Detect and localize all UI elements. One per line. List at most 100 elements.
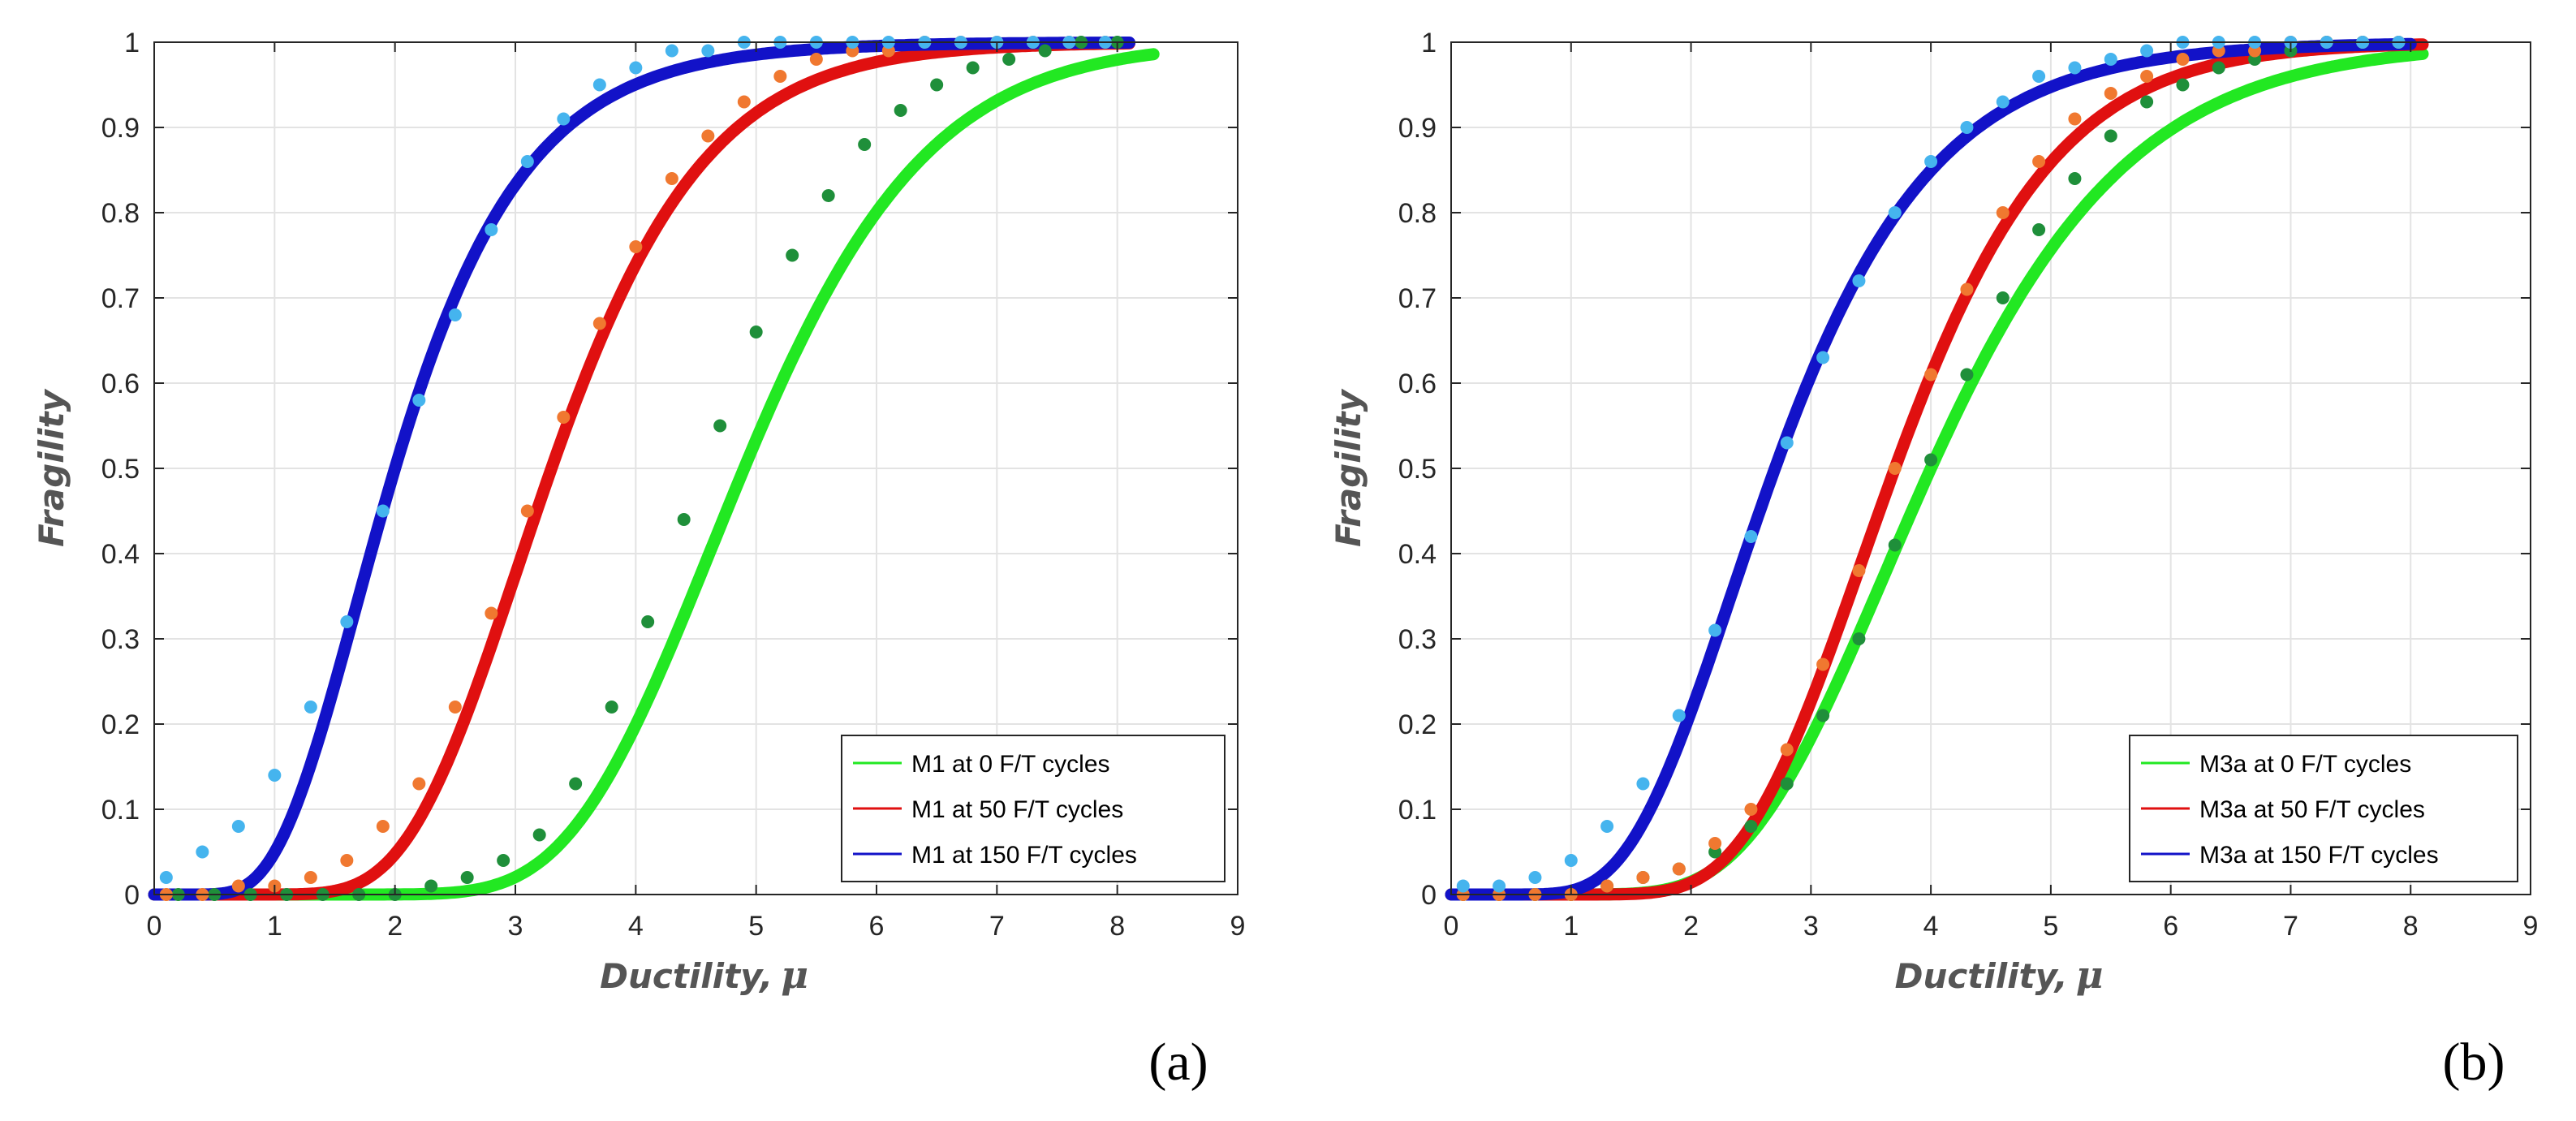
x-axis-label-symbol: μ (2076, 953, 2104, 997)
legend-label-1: M1 at 50 F/T cycles (911, 796, 1123, 823)
data-point (2104, 87, 2117, 100)
y-tick-label: 0 (124, 880, 140, 911)
data-point (821, 189, 835, 202)
y-tick-label: 0.3 (1398, 624, 1437, 655)
data-point (448, 308, 462, 321)
data-point (1996, 95, 2010, 109)
data-point (1780, 743, 1794, 757)
data-point (1852, 274, 1866, 287)
legend-label-0: M1 at 0 F/T cycles (911, 751, 1110, 778)
chart-panel-a: 0 1 2 3 4 5 6 7 8 9 0 0.1 0.2 0.3 0.4 0.5 0.6 0.7 0.8 0.9 1 D… (32, 28, 1245, 1092)
y-tick-label: 0.2 (1398, 709, 1437, 740)
legend: M3a at 0 F/T cycles M3a at 50 F/T cycles M… (2129, 735, 2518, 882)
data-point (1888, 538, 1902, 552)
data-point (592, 78, 606, 92)
data-point (665, 172, 678, 185)
data-point (569, 777, 583, 791)
data-point (231, 879, 245, 893)
data-point (2104, 53, 2117, 66)
data-point (1780, 777, 1794, 791)
data-point (1996, 206, 2010, 219)
y-tick-label: 0.4 (101, 539, 140, 570)
y-tick-label: 1 (1421, 28, 1437, 58)
legend-box (841, 735, 1226, 882)
y-tick-label: 0.1 (101, 795, 140, 826)
data-point (1852, 632, 1866, 645)
y-tick-label: 1 (124, 28, 140, 58)
panel-label: (b) (2443, 1033, 2505, 1092)
data-point (1038, 44, 1052, 58)
data-point (304, 701, 317, 714)
y-tick-label: 0.7 (1398, 283, 1437, 314)
legend-label-0: M3a at 0 F/T cycles (2199, 751, 2411, 778)
legend-label-1: M3a at 50 F/T cycles (2199, 796, 2425, 823)
x-tick-label: 2 (1683, 911, 1699, 942)
y-tick-label: 0.1 (1398, 795, 1437, 826)
data-point (2032, 155, 2046, 168)
data-point (196, 845, 209, 859)
x-tick-label: 6 (2163, 911, 2178, 942)
y-tick-label: 0.6 (1398, 369, 1437, 399)
data-point (1744, 530, 1758, 543)
panel-label: (a) (1148, 1033, 1208, 1092)
data-point (1564, 854, 1578, 867)
data-point (1960, 282, 1974, 296)
x-tick-label: 3 (1803, 911, 1819, 942)
data-point (1708, 623, 1722, 637)
y-tick-label: 0.5 (1398, 454, 1437, 485)
legend-box (2129, 735, 2518, 882)
data-point (520, 155, 534, 168)
data-point (1888, 462, 1902, 475)
data-point (1600, 820, 1614, 833)
data-point (894, 104, 907, 117)
data-point (1780, 436, 1794, 450)
x-tick-label: 7 (2283, 911, 2298, 942)
data-point (557, 411, 571, 424)
y-tick-label: 0.3 (101, 624, 140, 655)
x-tick-label: 2 (387, 911, 403, 942)
data-point (1528, 871, 1542, 884)
y-tick-label: 0.5 (101, 454, 140, 485)
x-tick-label: 7 (989, 911, 1005, 942)
x-tick-label: 6 (869, 911, 885, 942)
data-point (485, 223, 498, 236)
data-point (520, 504, 534, 518)
data-point (448, 701, 462, 714)
data-point (460, 871, 474, 884)
data-point (1672, 862, 1686, 876)
data-point (159, 871, 173, 884)
data-point (749, 326, 763, 338)
data-point (497, 854, 510, 867)
y-tick-label: 0 (1421, 880, 1437, 911)
chart-panel-b: 0 1 2 3 4 5 6 7 8 9 0 0.1 0.2 0.3 0.4 0.5 0.6 0.7 0.8 0.9 1 D… (1329, 28, 2538, 1092)
legend-label-2: M3a at 150 F/T cycles (2199, 842, 2439, 869)
x-tick-label: 1 (1563, 911, 1579, 942)
data-point (1744, 820, 1758, 833)
data-point (809, 53, 823, 66)
data-point (629, 61, 643, 75)
data-point (641, 615, 655, 628)
data-point (1960, 368, 1974, 382)
data-point (485, 606, 498, 620)
x-tick-label: 0 (147, 911, 162, 942)
data-point (2032, 223, 2046, 236)
x-tick-label: 4 (628, 911, 644, 942)
y-tick-label: 0.8 (1398, 198, 1437, 229)
data-point (592, 317, 606, 330)
data-point (665, 44, 678, 58)
data-point (737, 95, 751, 109)
data-point (1852, 564, 1866, 577)
data-point (1744, 803, 1758, 816)
y-tick-label: 0.2 (101, 709, 140, 740)
data-point (1456, 879, 1470, 893)
data-point (605, 701, 618, 714)
data-point (1816, 658, 1830, 671)
data-point (713, 419, 727, 433)
y-axis-label: Fragility (32, 388, 71, 546)
data-point (1924, 453, 1938, 467)
x-axis-label-text: Ductility, (600, 956, 773, 996)
data-point (268, 769, 282, 782)
data-point (412, 777, 426, 791)
x-tick-label: 5 (2043, 911, 2058, 942)
x-tick-label: 1 (267, 911, 282, 942)
